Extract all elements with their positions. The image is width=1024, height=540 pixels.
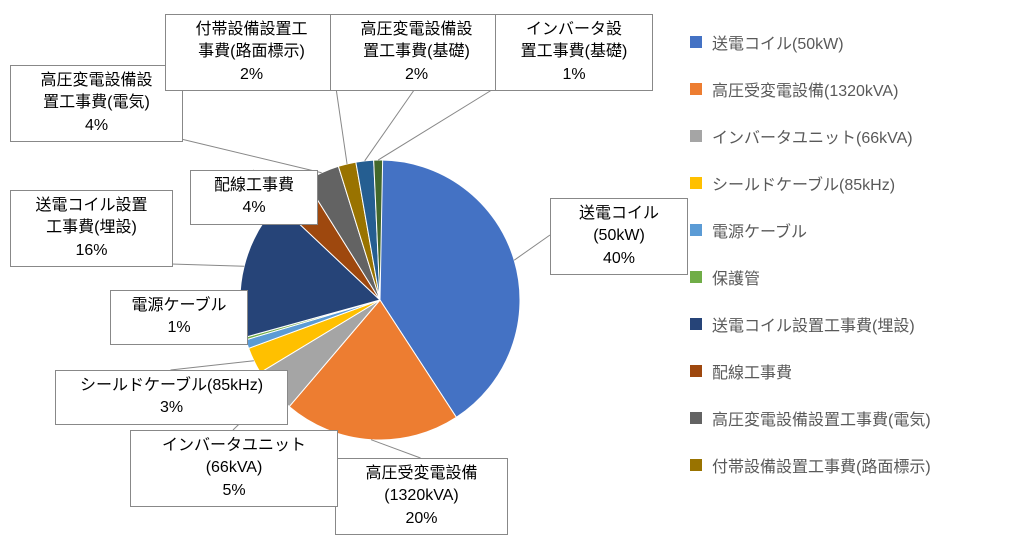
legend-item: シールドケーブル(85kHz) <box>690 171 1010 195</box>
pie-chart-area: 送電コイル (50kW) 40%高圧受変電設備 (1320kVA) 20%インバ… <box>0 0 680 540</box>
legend-label: 電源ケーブル <box>712 218 807 242</box>
legend-label: 送電コイル設置工事費(埋設) <box>712 312 915 336</box>
callout-box: 高圧変電設備設 置工事費(電気) 4% <box>10 65 183 142</box>
legend-item: インバータユニット(66kVA) <box>690 124 1010 148</box>
legend-swatch <box>690 365 702 377</box>
legend-swatch <box>690 83 702 95</box>
callout-box: インバータ設 置工事費(基礎) 1% <box>495 14 653 91</box>
legend-label: 配線工事費 <box>712 359 792 383</box>
legend-label: 送電コイル(50kW) <box>712 30 844 54</box>
legend-item: 配線工事費 <box>690 359 1010 383</box>
callout-box: インバータユニット (66kVA) 5% <box>130 430 338 507</box>
legend: 送電コイル(50kW) 高圧受変電設備(1320kVA) インバータユニット(66k… <box>690 30 1010 500</box>
legend-item: 送電コイル(50kW) <box>690 30 1010 54</box>
callout-box: 送電コイル設置 工事費(埋設) 16% <box>10 190 173 267</box>
legend-swatch <box>690 130 702 142</box>
legend-label: インバータユニット(66kVA) <box>712 124 913 148</box>
legend-label: シールドケーブル(85kHz) <box>712 171 895 195</box>
legend-item: 高圧受変電設備(1320kVA) <box>690 77 1010 101</box>
legend-swatch <box>690 177 702 189</box>
legend-swatch <box>690 412 702 424</box>
legend-label: 高圧受変電設備(1320kVA) <box>712 77 898 101</box>
legend-item: 送電コイル設置工事費(埋設) <box>690 312 1010 336</box>
legend-swatch <box>690 318 702 330</box>
legend-item: 保護管 <box>690 265 1010 289</box>
callout-box: 電源ケーブル 1% <box>110 290 248 345</box>
callout-box: 高圧変電設備設 置工事費(基礎) 2% <box>330 14 503 91</box>
legend-label: 保護管 <box>712 265 760 289</box>
legend-item: 高圧変電設備設置工事費(電気) <box>690 406 1010 430</box>
legend-label: 高圧変電設備設置工事費(電気) <box>712 406 931 430</box>
callout-box: シールドケーブル(85kHz) 3% <box>55 370 288 425</box>
callout-box: 付帯設備設置工 事費(路面標示) 2% <box>165 14 338 91</box>
callout-box: 配線工事費 4% <box>190 170 318 225</box>
callout-box: 送電コイル (50kW) 40% <box>550 198 688 275</box>
legend-label: 付帯設備設置工事費(路面標示) <box>712 453 931 477</box>
legend-swatch <box>690 224 702 236</box>
legend-swatch <box>690 36 702 48</box>
legend-item: 電源ケーブル <box>690 218 1010 242</box>
legend-swatch <box>690 459 702 471</box>
legend-swatch <box>690 271 702 283</box>
callout-box: 高圧受変電設備 (1320kVA) 20% <box>335 458 508 535</box>
legend-item: 付帯設備設置工事費(路面標示) <box>690 453 1010 477</box>
